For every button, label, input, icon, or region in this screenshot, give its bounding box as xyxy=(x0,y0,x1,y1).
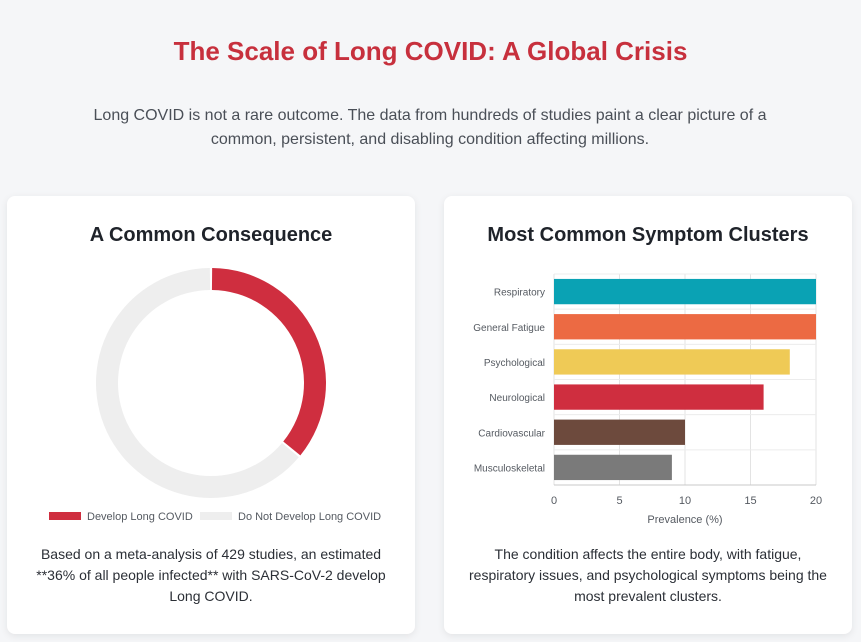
donut-slice xyxy=(95,268,299,498)
bar xyxy=(554,349,790,375)
legend-label: Develop Long COVID xyxy=(87,511,193,523)
prevalence-card-title: A Common Consequence xyxy=(89,224,333,246)
category-label: Musculoskeletal xyxy=(474,463,545,474)
x-tick-label: 20 xyxy=(810,495,822,507)
x-tick-label: 10 xyxy=(679,495,691,507)
bar xyxy=(554,419,685,445)
category-label: Respiratory xyxy=(494,288,545,299)
symptoms-card-text: The condition affects the entire body, w… xyxy=(469,546,827,604)
x-tick-label: 15 xyxy=(744,495,756,507)
x-tick-label: 0 xyxy=(551,495,557,507)
legend-swatch xyxy=(49,512,81,520)
bar xyxy=(554,384,764,410)
prevalence-card: A Common Consequence Develop Long COVID D… xyxy=(7,196,415,634)
symptoms-card-title: Most Common Symptom Clusters xyxy=(487,224,809,246)
category-label: Neurological xyxy=(489,393,545,404)
category-label: Cardiovascular xyxy=(478,428,545,439)
bar xyxy=(554,278,816,305)
page-title: The Scale of Long COVID: A Global Crisis xyxy=(173,36,688,66)
x-tick-label: 5 xyxy=(616,495,622,507)
page-subtitle: Long COVID is not a rare outcome. The da… xyxy=(93,107,767,148)
bar xyxy=(554,314,816,340)
prevalence-card-text: Based on a meta-analysis of 429 studies,… xyxy=(36,546,386,604)
legend-swatch xyxy=(200,512,232,520)
donut-slice xyxy=(211,268,326,456)
category-label: General Fatigue xyxy=(473,323,545,334)
symptoms-card: Most Common Symptom Clusters Respiratory… xyxy=(444,196,852,634)
category-label: Psychological xyxy=(484,358,545,369)
legend-label: Do Not Develop Long COVID xyxy=(238,511,381,523)
x-axis-label: Prevalence (%) xyxy=(647,514,722,526)
bar xyxy=(554,454,672,481)
bar-chart: Respiratory General Fatigue Psychological N… xyxy=(473,273,822,526)
donut-chart: Develop Long COVID Do Not Develop Long CO… xyxy=(49,268,381,523)
